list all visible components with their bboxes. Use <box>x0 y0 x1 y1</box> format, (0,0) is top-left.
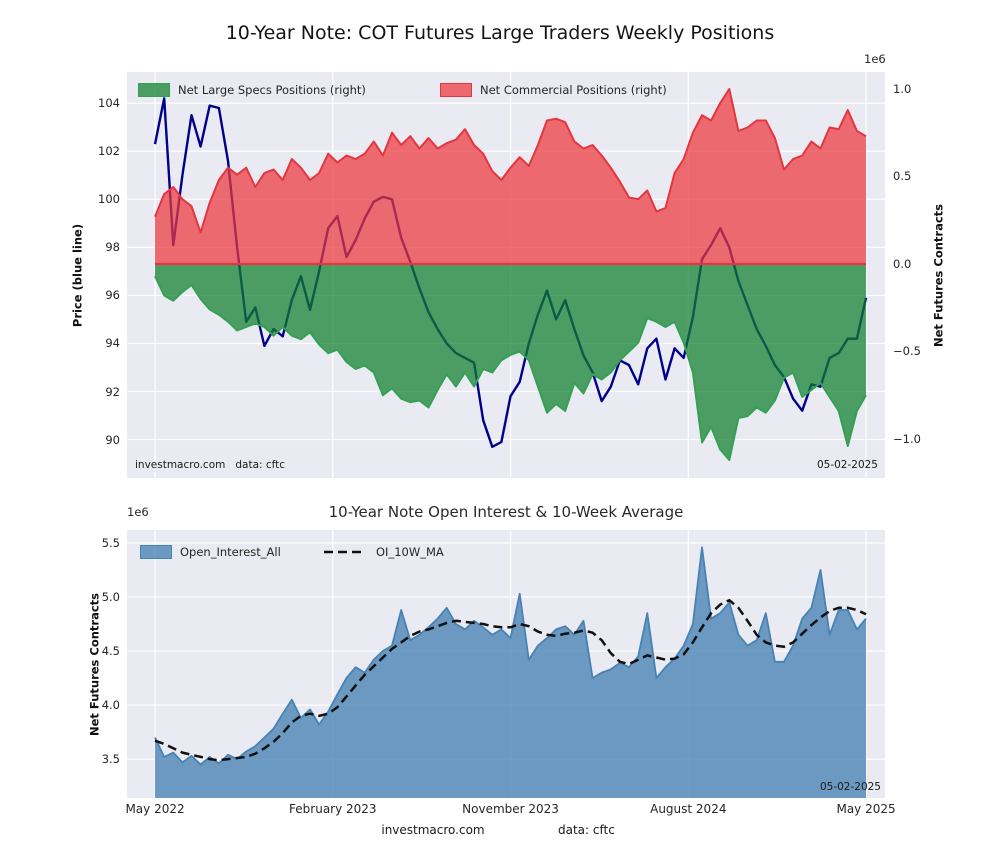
top-date-label: 05-02-2025 <box>816 459 878 471</box>
bottom-left-y-tick-label: 4.5 <box>101 644 120 659</box>
top-chart-plot-area <box>127 72 885 478</box>
top-left-y-tick-label: 100 <box>98 192 120 207</box>
large-specs-swatch-icon <box>138 83 170 97</box>
legend-label: Net Commercial Positions (right) <box>480 83 667 97</box>
top-chart-canvas <box>127 72 885 478</box>
x-tick-label: November 2023 <box>462 802 559 816</box>
commercials-swatch-icon <box>440 83 472 97</box>
legend-label: OI_10W_MA <box>376 545 444 559</box>
top-left-y-tick-label: 92 <box>105 384 120 399</box>
top-watermark: investmacro.com data: cftc <box>135 459 286 471</box>
footer-watermark: investmacro.com <box>381 823 485 837</box>
bottom-left-y-tick-label: 5.0 <box>101 590 120 604</box>
bottom-left-y-tick-label: 3.5 <box>101 752 120 767</box>
top-left-axis-label: Price (blue line) <box>70 223 85 328</box>
top-right-y-tick-label: 1.0 <box>893 81 912 96</box>
top-left-y-tick-label: 96 <box>105 288 120 303</box>
dashed-line-swatch-icon <box>324 550 366 554</box>
legend-label: Open_Interest_All <box>180 545 281 559</box>
legend-item-commercials: Net Commercial Positions (right) <box>440 83 667 97</box>
x-tick-label: August 2024 <box>650 802 727 816</box>
x-tick-label: May 2022 <box>125 802 185 816</box>
footer-source: data: cftc <box>558 823 615 837</box>
legend-item-large-specs: Net Large Specs Positions (right) <box>138 83 366 97</box>
top-left-y-tick-label: 94 <box>105 336 120 351</box>
legend-item-open-interest: Open_Interest_All <box>140 545 281 559</box>
top-left-y-tick-label: 98 <box>105 240 120 255</box>
bottom-chart-plot-area <box>127 530 885 798</box>
top-right-y-tick-label: −1.0 <box>893 431 921 446</box>
bottom-chart-canvas <box>127 530 885 798</box>
top-right-y-tick-label: 0.5 <box>893 169 912 184</box>
top-left-y-tick-label: 104 <box>98 96 120 111</box>
bottom-left-y-tick-label: 4.0 <box>101 698 120 713</box>
top-right-axis-offset-label: 1e6 <box>864 52 886 66</box>
bottom-left-axis-offset-label: 1e6 <box>127 505 149 519</box>
x-tick-label: May 2025 <box>836 802 896 816</box>
bottom-chart-title: 10-Year Note Open Interest & 10-Week Ave… <box>328 503 684 521</box>
x-tick-label: February 2023 <box>289 802 377 816</box>
top-right-y-tick-label: 0.0 <box>893 256 912 271</box>
legend-label: Net Large Specs Positions (right) <box>178 83 366 97</box>
open-interest-swatch-icon <box>140 545 172 559</box>
bottom-left-y-tick-label: 5.5 <box>101 535 120 550</box>
top-left-y-tick-label: 90 <box>105 432 120 447</box>
figure-title: 10-Year Note: COT Futures Large Traders … <box>225 22 775 44</box>
top-right-y-tick-label: −0.5 <box>893 344 921 359</box>
bottom-date-label: 05-02-2025 <box>819 781 881 793</box>
legend-item-oi-ma: OI_10W_MA <box>322 545 444 559</box>
top-right-axis-label: Net Futures Contracts <box>931 204 946 348</box>
top-left-y-tick-label: 102 <box>98 144 120 159</box>
